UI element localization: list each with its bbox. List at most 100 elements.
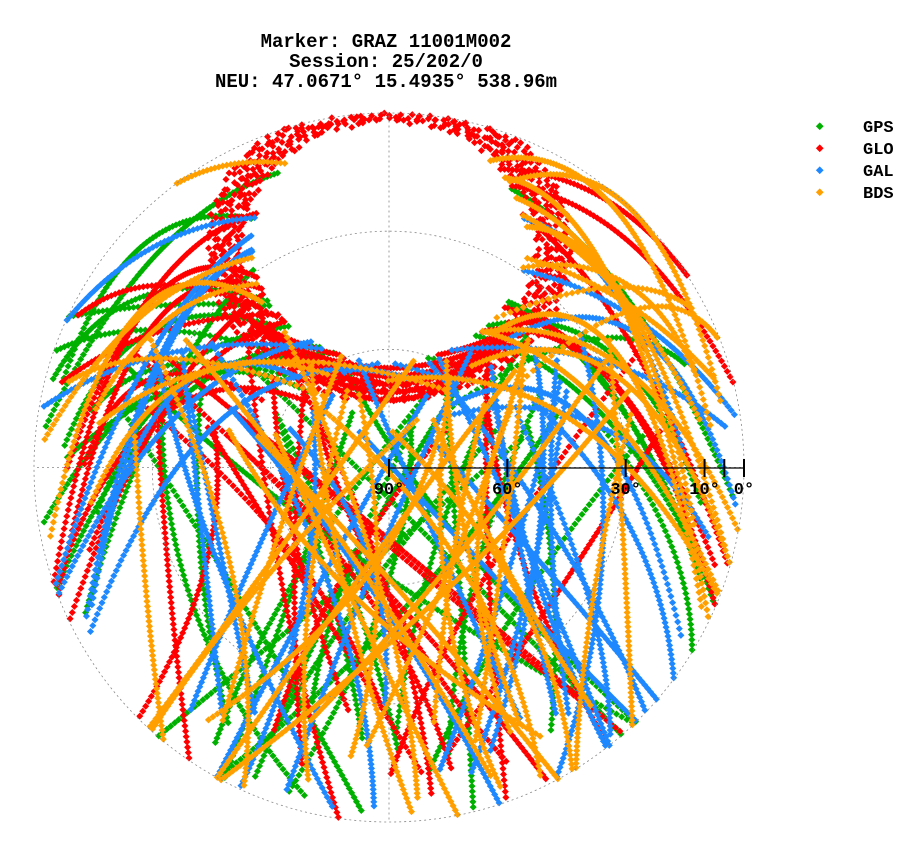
observation-point — [353, 706, 361, 714]
observation-point — [375, 671, 383, 679]
observation-point — [166, 510, 174, 518]
observation-point — [480, 588, 488, 596]
observation-point — [574, 515, 582, 523]
observation-point — [366, 511, 374, 519]
observation-point — [659, 522, 667, 530]
observation-point — [167, 515, 175, 523]
observation-point — [170, 530, 178, 538]
observation-point — [326, 749, 334, 757]
observation-point — [661, 527, 669, 535]
observation-point — [184, 743, 192, 751]
observation-point — [657, 516, 665, 525]
observation-point — [473, 472, 481, 480]
observation-point — [459, 638, 467, 646]
observation-point — [175, 556, 184, 564]
observation-point — [520, 459, 528, 467]
observation-point — [623, 452, 631, 460]
observation-point — [377, 487, 385, 495]
observation-point — [571, 520, 579, 528]
observation-point — [310, 684, 318, 692]
observation-point — [313, 671, 321, 679]
observation-point — [395, 707, 403, 715]
observation-point — [173, 546, 181, 554]
observation-point — [309, 693, 317, 701]
chart-title-session: Session: 25/202/0 — [289, 51, 483, 73]
observation-point — [289, 445, 297, 453]
observation-point — [468, 777, 476, 785]
observation-point — [185, 754, 193, 762]
observation-point — [526, 412, 534, 420]
observation-point — [649, 501, 657, 509]
observation-point — [174, 551, 182, 559]
observation-point — [668, 543, 676, 551]
observation-point — [260, 629, 269, 637]
observation-point — [218, 427, 226, 435]
observation-point — [428, 554, 436, 562]
observation-point — [460, 644, 468, 652]
observation-point — [295, 771, 303, 779]
observation-point — [501, 133, 510, 141]
observation-point — [592, 491, 601, 499]
observation-point — [167, 722, 175, 730]
observation-point — [407, 436, 415, 444]
observation-point — [351, 691, 359, 699]
observation-point — [264, 379, 272, 387]
observation-point — [262, 645, 270, 653]
observation-point — [169, 525, 177, 533]
observation-point — [681, 584, 689, 592]
observation-point — [334, 509, 342, 517]
observation-point — [322, 724, 330, 732]
observation-point — [687, 625, 695, 634]
observation-point — [651, 506, 660, 514]
observation-point — [171, 719, 179, 727]
observation-point — [330, 709, 338, 717]
observation-point — [276, 601, 284, 609]
chart-title-marker: Marker: GRAZ 11001M002 — [261, 31, 512, 53]
observation-point — [273, 605, 281, 614]
observation-point — [281, 395, 289, 403]
observation-point — [554, 544, 562, 552]
observation-point — [195, 406, 204, 414]
observation-point — [372, 660, 380, 668]
observation-point — [683, 595, 691, 603]
observation-point — [333, 125, 341, 133]
observation-point — [406, 120, 414, 128]
observation-point — [348, 409, 356, 417]
observation-point — [279, 631, 287, 639]
observation-point — [688, 646, 696, 654]
observation-point — [600, 394, 608, 403]
observation-point — [298, 766, 306, 774]
observation-point — [646, 495, 654, 503]
observation-point — [266, 620, 274, 628]
observation-point — [228, 207, 236, 215]
observation-point — [200, 410, 208, 419]
observation-point — [253, 624, 261, 632]
observation-point — [679, 579, 687, 587]
observation-point — [670, 548, 678, 556]
observation-point — [181, 576, 189, 584]
observation-point — [535, 245, 543, 253]
observation-point — [677, 569, 685, 577]
observation-point — [348, 123, 356, 131]
observation-point — [478, 468, 486, 476]
observation-point — [401, 418, 409, 426]
observation-point — [475, 126, 483, 134]
observation-point — [451, 513, 459, 521]
observation-point — [376, 676, 384, 684]
observation-point — [351, 484, 359, 492]
observation-point — [380, 481, 388, 489]
observation-point — [225, 169, 233, 177]
observation-point — [358, 734, 366, 742]
observation-point — [124, 415, 132, 424]
observation-point — [468, 787, 476, 795]
observation-point — [322, 632, 330, 640]
observation-point — [312, 675, 320, 683]
observation-point — [468, 782, 476, 790]
observation-point — [397, 423, 405, 431]
observation-point — [421, 530, 429, 538]
observation-point — [163, 725, 171, 733]
observation-point — [255, 151, 264, 160]
observation-point — [425, 534, 433, 542]
observation-point — [524, 417, 532, 425]
observation-point — [349, 681, 357, 689]
